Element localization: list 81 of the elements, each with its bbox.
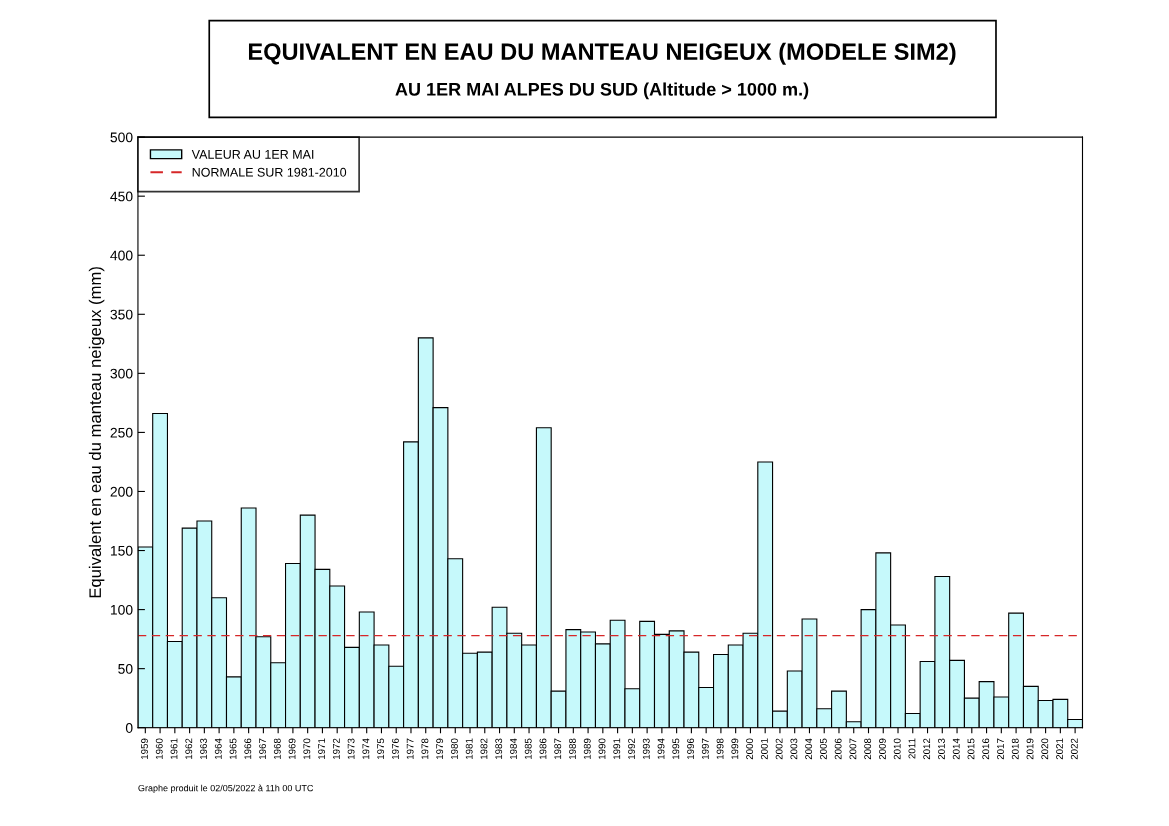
- x-tick-label: 1998: [716, 738, 724, 760]
- x-tick-label: 1977: [406, 738, 414, 760]
- y-tick-label: 50: [118, 663, 133, 674]
- x-tick-label: 1986: [539, 738, 547, 760]
- x-tick-label: 1992: [628, 738, 635, 760]
- y-tick-label: 250: [110, 427, 133, 438]
- x-tick-label: 1979: [436, 738, 444, 760]
- x-tick-label: 1965: [229, 738, 237, 760]
- x-tick-label: 1959: [141, 738, 148, 760]
- y-tick-label: 450: [110, 191, 133, 202]
- x-tick-label: 1990: [598, 738, 606, 760]
- y-tick-label: 0: [125, 723, 133, 733]
- x-tick-label: 1973: [347, 738, 355, 760]
- chart-subtitle: AU 1ER MAI ALPES DU SUD (Altitude > 1000 m.): [395, 82, 809, 100]
- x-tick-label: 1983: [495, 738, 503, 760]
- x-tick-label: 2016: [982, 738, 990, 760]
- y-tick-label: 400: [110, 250, 133, 261]
- x-tick-label: 2022: [1070, 738, 1078, 760]
- x-tick-label: 2010: [893, 738, 901, 760]
- y-tick-label: 300: [110, 368, 133, 379]
- x-tick-label: 1995: [672, 738, 680, 760]
- x-tick-label: 1997: [701, 738, 709, 760]
- x-tick-label: 1974: [362, 738, 370, 760]
- y-axis-title: Equivalent en eau du manteau neigeux (mm): [88, 267, 105, 598]
- x-tick-label: 2006: [834, 738, 842, 760]
- x-tick-label: 1976: [391, 738, 399, 760]
- x-tick-label: 1987: [554, 738, 562, 760]
- x-tick-label: 1964: [214, 738, 222, 760]
- legend-label: VALEUR AU 1ER MAI: [191, 150, 314, 159]
- x-tick-label: 1988: [569, 738, 576, 760]
- x-tick-label: 2008: [864, 738, 872, 760]
- x-tick-label: 1981: [465, 738, 473, 760]
- x-tick-label: 1960: [155, 738, 163, 760]
- x-tick-label: 1982: [480, 738, 488, 760]
- y-tick-label: 100: [110, 604, 133, 615]
- x-tick-label: 2021: [1056, 738, 1063, 760]
- x-tick-label: 2015: [967, 738, 975, 760]
- x-tick-label: 1967: [259, 738, 266, 760]
- legend-label: NORMALE SUR 1981-2010: [192, 167, 347, 177]
- x-tick-label: 2018: [1011, 738, 1019, 760]
- x-tick-label: 2020: [1041, 738, 1049, 760]
- y-tick-label: 350: [110, 309, 133, 320]
- x-tick-label: 2014: [952, 738, 960, 760]
- x-tick-label: 2009: [878, 738, 886, 760]
- x-tick-label: 1966: [244, 738, 252, 760]
- x-tick-label: 1969: [288, 738, 296, 760]
- x-tick-label: 2013: [938, 738, 945, 760]
- x-tick-label: 1968: [273, 738, 281, 760]
- x-tick-label: 2003: [790, 738, 798, 760]
- x-tick-label: 2002: [775, 738, 783, 760]
- x-tick-label: 1980: [450, 738, 458, 760]
- chart-title: EQUIVALENT EN EAU DU MANTEAU NEIGEUX (MODELE SIM2): [248, 42, 956, 65]
- y-tick-label: 200: [110, 486, 133, 497]
- x-tick-label: 1991: [613, 738, 621, 760]
- x-tick-label: 1975: [377, 738, 385, 760]
- x-tick-label: 1994: [657, 738, 665, 760]
- x-tick-label: 2005: [819, 738, 827, 760]
- x-tick-label: 1971: [318, 738, 326, 760]
- x-tick-label: 1999: [731, 738, 739, 760]
- x-tick-label: 2001: [760, 738, 768, 760]
- x-tick-label: 1989: [583, 738, 591, 760]
- x-tick-label: 1985: [524, 738, 532, 760]
- x-tick-label: 2007: [849, 738, 857, 760]
- x-tick-label: 1972: [332, 738, 340, 760]
- y-tick-label: 150: [110, 545, 133, 556]
- x-tick-label: 1961: [170, 738, 178, 760]
- x-tick-label: 2004: [805, 738, 813, 760]
- x-tick-label: 1978: [421, 738, 429, 760]
- x-tick-label: 1996: [687, 738, 694, 760]
- x-tick-label: 2017: [997, 738, 1004, 760]
- x-tick-label: 2012: [923, 738, 931, 760]
- x-tick-label: 2011: [908, 738, 916, 759]
- y-tick-label: 500: [110, 132, 133, 143]
- x-tick-label: 1993: [642, 738, 650, 760]
- x-tick-label: 1984: [510, 738, 517, 760]
- x-tick-label: 2019: [1026, 738, 1034, 760]
- x-tick-label: 1970: [303, 738, 311, 760]
- x-tick-label: 1963: [200, 738, 207, 760]
- x-tick-label: 2000: [746, 738, 754, 760]
- x-tick-label: 1962: [185, 738, 193, 760]
- text: Graphe produit le 02/05/2022 à 11h 00 UTC: [138, 784, 314, 794]
